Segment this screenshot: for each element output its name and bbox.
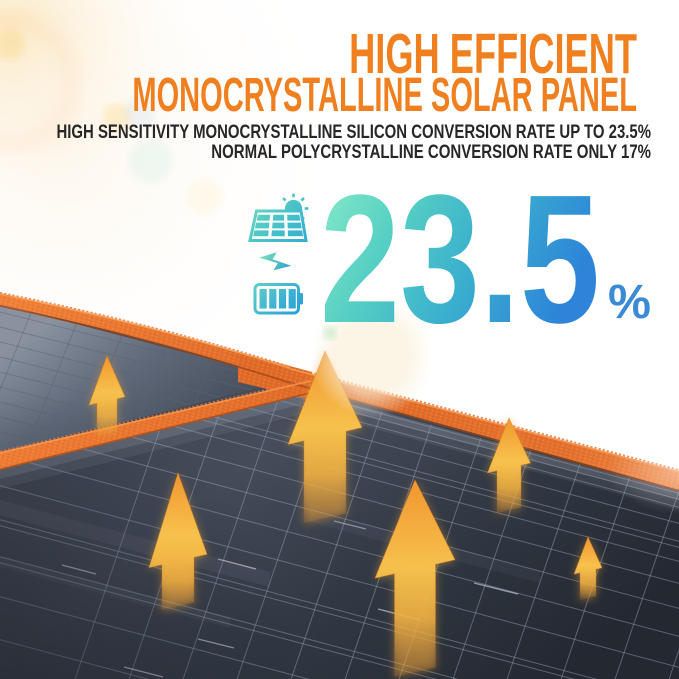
svg-text:HIGH SENSITIVITY MONOCRYSTALLI: HIGH SENSITIVITY MONOCRYSTALLINE SILICON…	[56, 121, 651, 142]
svg-text:MONOCRYSTALLINE SOLAR PANEL: MONOCRYSTALLINE SOLAR PANEL	[132, 69, 637, 122]
svg-text:23.5: 23.5	[320, 156, 600, 361]
svg-text:%: %	[608, 275, 651, 329]
svg-text:HIGH EFFICIENT: HIGH EFFICIENT	[349, 23, 637, 86]
svg-text:NORMAL POLYCRYSTALLINE CONVERS: NORMAL POLYCRYSTALLINE CONVERSION RATE O…	[211, 141, 651, 162]
